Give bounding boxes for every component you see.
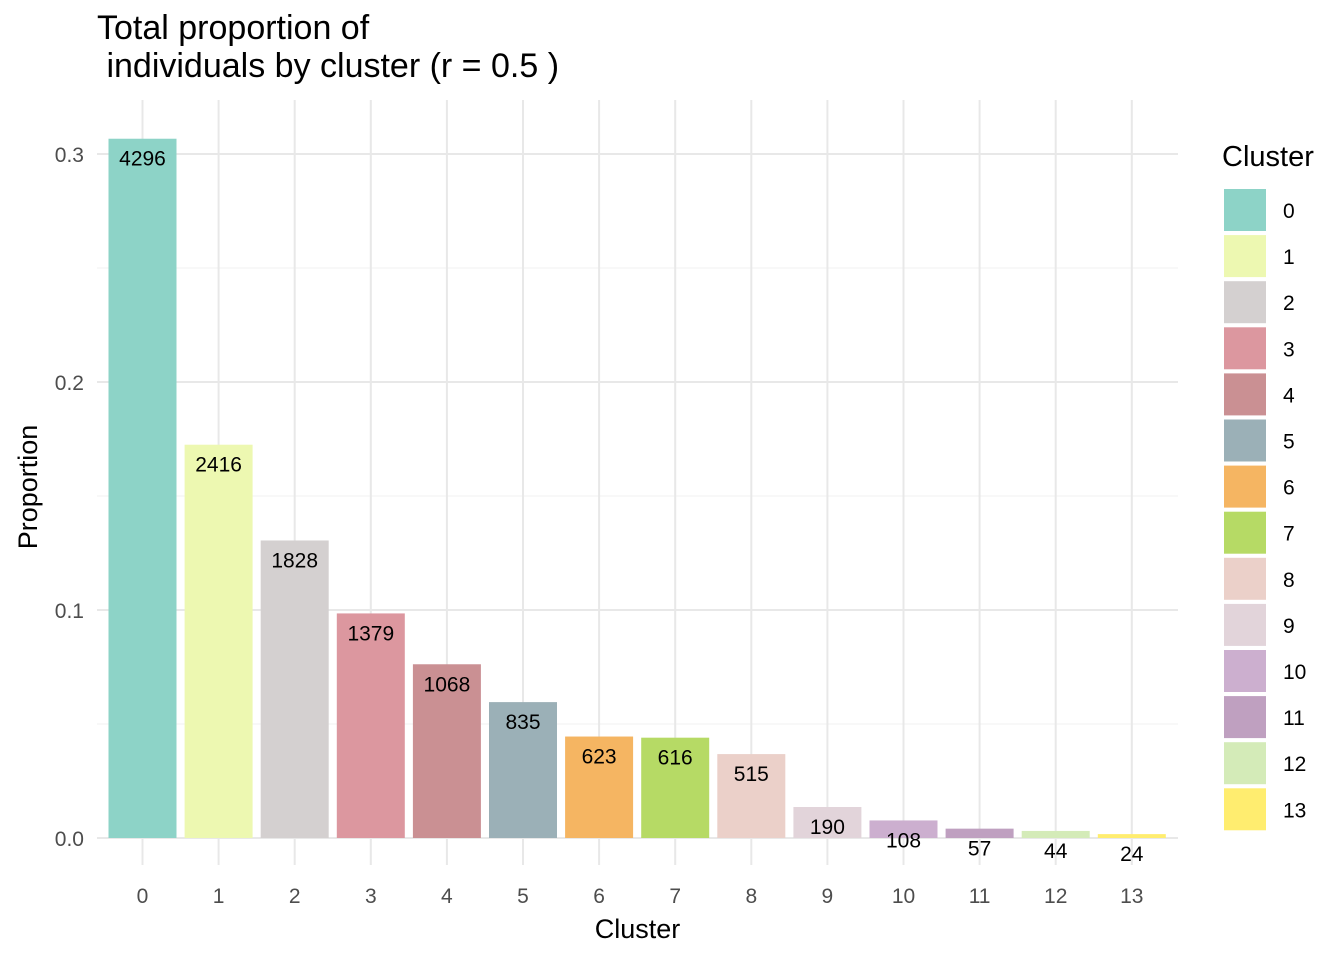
value-label-cluster-7: 616 xyxy=(658,747,693,770)
value-label-cluster-5: 835 xyxy=(505,711,540,734)
legend-key-12 xyxy=(1224,742,1266,785)
legend-key-8 xyxy=(1224,557,1266,600)
legend-key-7 xyxy=(1224,511,1266,554)
x-tick-label: 13 xyxy=(1120,885,1143,908)
bar-cluster-3 xyxy=(336,613,405,838)
y-tick-label: 0.3 xyxy=(55,144,84,167)
bars xyxy=(108,138,1166,838)
legend-key-11 xyxy=(1224,696,1266,739)
legend-label-3: 3 xyxy=(1283,338,1295,361)
grid-lines xyxy=(97,100,1178,865)
legend-key-4 xyxy=(1224,373,1266,416)
bar-cluster-0 xyxy=(108,138,177,838)
value-label-cluster-6: 623 xyxy=(582,746,617,769)
value-label-cluster-3: 1379 xyxy=(347,622,394,645)
bar-cluster-10 xyxy=(869,820,938,838)
x-tick-label: 3 xyxy=(365,885,377,908)
legend-label-4: 4 xyxy=(1283,384,1295,407)
legend-label-8: 8 xyxy=(1283,569,1295,592)
legend-key-9 xyxy=(1224,603,1266,646)
x-tick-label: 5 xyxy=(517,885,529,908)
value-label-cluster-9: 190 xyxy=(810,816,845,839)
value-label-cluster-1: 2416 xyxy=(195,454,242,477)
y-tick-label: 0.1 xyxy=(55,600,84,623)
y-tick-label: 0.2 xyxy=(55,372,84,395)
chart-title-line-1: Total proportion of xyxy=(97,9,370,47)
value-label-cluster-2: 1828 xyxy=(271,549,318,572)
value-label-cluster-10: 108 xyxy=(886,829,921,852)
bar-cluster-13 xyxy=(1097,834,1166,838)
legend-label-11: 11 xyxy=(1283,707,1305,730)
legend-key-13 xyxy=(1224,788,1266,831)
legend-label-7: 7 xyxy=(1283,523,1295,546)
legend-label-5: 5 xyxy=(1283,431,1295,454)
legend-label-0: 0 xyxy=(1283,200,1295,223)
x-tick-label: 11 xyxy=(969,885,991,908)
legend-key-10 xyxy=(1224,650,1266,692)
axes: 0.00.10.20.30 1 2 3 4 5 6 7 8 9 10 11 12 13ClusterPro… xyxy=(13,144,1143,944)
x-tick-label: 10 xyxy=(892,885,915,908)
legend-key-0 xyxy=(1224,189,1266,231)
legend-key-3 xyxy=(1224,327,1266,370)
x-tick-label: 6 xyxy=(593,885,605,908)
x-axis-title: Cluster xyxy=(595,914,681,944)
y-tick-label: 0.0 xyxy=(55,828,84,851)
legend-key-6 xyxy=(1224,465,1266,508)
bar-cluster-7 xyxy=(641,737,710,838)
legend-key-5 xyxy=(1224,419,1266,462)
legend-label-9: 9 xyxy=(1283,615,1295,638)
bar-cluster-12 xyxy=(1021,830,1090,838)
bar-cluster-6 xyxy=(565,736,634,838)
bar-cluster-11 xyxy=(945,828,1014,838)
x-tick-label: 8 xyxy=(745,885,757,908)
value-label-cluster-0: 4296 xyxy=(119,148,166,171)
legend-label-1: 1 xyxy=(1283,246,1295,269)
x-tick-label: 2 xyxy=(289,885,301,908)
x-tick-label: 7 xyxy=(669,885,681,908)
y-axis-title: Proportion xyxy=(13,425,43,550)
bar-cluster-5 xyxy=(489,702,557,838)
value-label-cluster-13: 24 xyxy=(1120,843,1144,866)
value-label-cluster-4: 1068 xyxy=(424,673,471,696)
bar-cluster-2 xyxy=(260,540,329,838)
chart-title-line-2: individuals by cluster (r = 0.5 ) xyxy=(97,47,560,85)
x-tick-label: 12 xyxy=(1044,885,1067,908)
bar-value-labels: 4296 2416 1828 1379 1068 835 623 616 515 190 108 57… xyxy=(119,148,1144,866)
bar-cluster-1 xyxy=(184,444,253,838)
x-tick-label: 0 xyxy=(137,885,149,908)
bar-cluster-8 xyxy=(717,754,786,838)
legend-key-1 xyxy=(1224,235,1266,278)
x-tick-label: 9 xyxy=(822,885,834,908)
legend-label-12: 12 xyxy=(1283,753,1306,776)
bar-cluster-4 xyxy=(412,664,481,838)
value-label-cluster-8: 515 xyxy=(734,763,769,786)
legend-label-13: 13 xyxy=(1283,799,1306,822)
legend-label-10: 10 xyxy=(1283,661,1306,684)
x-tick-label: 1 xyxy=(213,885,225,908)
legend-label-6: 6 xyxy=(1283,477,1295,500)
value-label-cluster-11: 57 xyxy=(968,838,991,861)
legend-key-2 xyxy=(1224,281,1266,324)
legend-label-2: 2 xyxy=(1283,292,1295,315)
bar-cluster-9 xyxy=(793,806,862,838)
legend-title: Cluster xyxy=(1222,141,1314,173)
value-label-cluster-12: 44 xyxy=(1044,840,1068,863)
x-tick-label: 4 xyxy=(441,885,453,908)
